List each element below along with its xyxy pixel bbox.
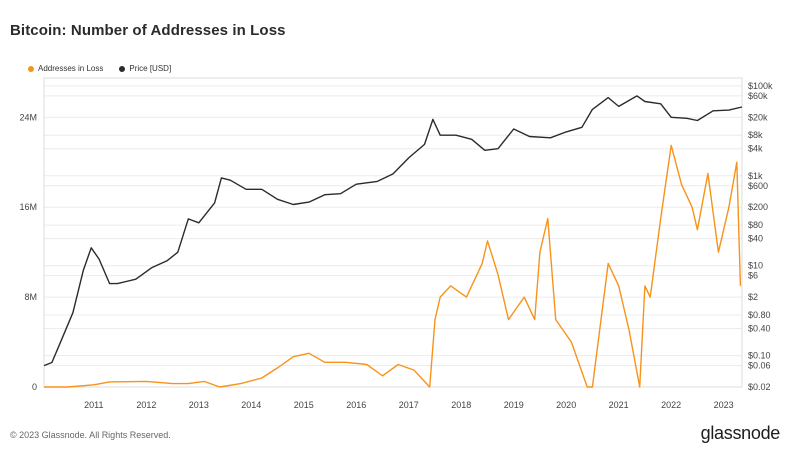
x-tick-label: 2015 bbox=[294, 400, 314, 410]
legend-label-price: Price [USD] bbox=[129, 64, 172, 73]
copyright-footer: © 2023 Glassnode. All Rights Reserved. bbox=[10, 430, 171, 440]
x-tick-label: 2018 bbox=[451, 400, 471, 410]
x-tick-label: 2019 bbox=[504, 400, 524, 410]
legend-item-price[interactable]: Price [USD] bbox=[119, 64, 171, 73]
legend-dot-loss bbox=[28, 65, 34, 72]
series-line-addresses-in-loss bbox=[44, 144, 742, 388]
y-right-tick-label: $600 bbox=[748, 181, 768, 191]
y-right-tick-label: $6 bbox=[748, 271, 758, 281]
x-tick-label: 2022 bbox=[661, 400, 681, 410]
glassnode-logo: glassnode bbox=[700, 423, 781, 443]
y-right-tick-label: $0.40 bbox=[748, 324, 771, 334]
x-tick-label: 2020 bbox=[556, 400, 576, 410]
y-right-tick-label: $200 bbox=[748, 202, 768, 212]
y-right-tick-label: $2 bbox=[748, 292, 758, 302]
legend-item-loss[interactable]: Addresses in Loss bbox=[28, 64, 103, 73]
y-left-tick-label: 16M bbox=[19, 202, 37, 212]
y-right-tick-label: $100k bbox=[748, 81, 773, 91]
legend-label-loss: Addresses in Loss bbox=[38, 64, 104, 73]
y-right-tick-label: $0.06 bbox=[748, 361, 771, 371]
y-right-tick-label: $0.10 bbox=[748, 351, 771, 361]
page-title: Bitcoin: Number of Addresses in Loss bbox=[10, 22, 286, 39]
y-right-tick-label: $80 bbox=[748, 220, 763, 230]
x-tick-label: 2011 bbox=[84, 400, 103, 410]
y-left-tick-label: 0 bbox=[32, 382, 37, 392]
legend-dot-price bbox=[119, 65, 126, 72]
x-tick-label: 2013 bbox=[189, 400, 209, 410]
plot-area bbox=[43, 77, 743, 388]
x-tick-label: 2023 bbox=[714, 400, 734, 410]
y-right-tick-label: $60k bbox=[748, 91, 768, 101]
y-right-tick-label: $40 bbox=[748, 234, 763, 244]
y-right-tick-label: $20k bbox=[748, 112, 768, 122]
x-tick-label: 2021 bbox=[609, 400, 629, 410]
x-tick-label: 2014 bbox=[241, 400, 261, 410]
y-right-tick-label: $0.80 bbox=[748, 310, 771, 320]
x-tick-label: 2017 bbox=[399, 400, 419, 410]
x-tick-label: 2016 bbox=[346, 400, 366, 410]
y-right-tick-label: $1k bbox=[748, 171, 763, 181]
y-right-tick-label: $8k bbox=[748, 130, 763, 140]
y-left-tick-label: 24M bbox=[19, 112, 37, 122]
y-right-tick-label: $4k bbox=[748, 144, 763, 154]
series-line-price bbox=[43, 95, 743, 367]
legend: Addresses in Loss Price [USD] bbox=[28, 64, 171, 73]
y-right-tick-label: $10 bbox=[748, 261, 763, 271]
y-right-tick-label: $0.02 bbox=[748, 382, 771, 392]
y-left-tick-label: 8M bbox=[24, 292, 37, 302]
x-tick-label: 2012 bbox=[136, 400, 156, 410]
